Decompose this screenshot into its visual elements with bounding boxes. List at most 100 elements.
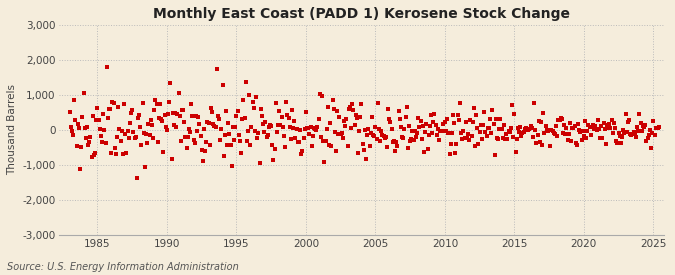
Point bbox=[328, 107, 339, 111]
Point bbox=[629, 131, 640, 135]
Point bbox=[335, 132, 346, 136]
Point bbox=[551, 123, 562, 128]
Point bbox=[352, 116, 362, 120]
Point bbox=[229, 138, 240, 142]
Point bbox=[174, 114, 185, 118]
Point bbox=[283, 116, 294, 120]
Point bbox=[526, 125, 537, 130]
Point bbox=[588, 123, 599, 127]
Point bbox=[519, 127, 530, 132]
Point bbox=[215, 138, 225, 142]
Point bbox=[230, 125, 241, 129]
Point bbox=[232, 109, 243, 113]
Point bbox=[148, 108, 159, 112]
Point bbox=[540, 124, 551, 129]
Point bbox=[146, 122, 157, 127]
Point bbox=[378, 134, 389, 138]
Point bbox=[524, 127, 535, 132]
Point bbox=[488, 122, 499, 127]
Point bbox=[80, 135, 91, 140]
Point bbox=[427, 131, 437, 135]
Point bbox=[547, 129, 558, 133]
Point bbox=[590, 123, 601, 128]
Point bbox=[402, 146, 413, 151]
Point bbox=[614, 134, 625, 139]
Point bbox=[194, 122, 205, 127]
Point bbox=[593, 126, 604, 131]
Point bbox=[493, 137, 504, 141]
Point bbox=[244, 93, 254, 97]
Point bbox=[119, 101, 130, 106]
Point bbox=[339, 119, 350, 123]
Point bbox=[84, 139, 95, 144]
Point bbox=[236, 151, 246, 155]
Point bbox=[327, 98, 338, 103]
Point bbox=[363, 127, 374, 131]
Point bbox=[568, 126, 579, 131]
Point bbox=[401, 105, 412, 109]
Point bbox=[167, 111, 178, 116]
Point bbox=[271, 101, 281, 105]
Point bbox=[544, 128, 555, 132]
Point bbox=[572, 142, 583, 147]
Point bbox=[389, 148, 400, 153]
Point bbox=[634, 112, 645, 117]
Point bbox=[250, 95, 261, 99]
Point bbox=[604, 122, 615, 126]
Point bbox=[349, 123, 360, 128]
Point bbox=[642, 136, 653, 140]
Point bbox=[589, 126, 599, 131]
Point bbox=[437, 122, 448, 127]
Point bbox=[318, 139, 329, 144]
Point bbox=[639, 125, 649, 130]
Point bbox=[296, 152, 306, 156]
Point bbox=[195, 134, 206, 138]
Point bbox=[400, 114, 411, 119]
Point bbox=[196, 148, 207, 153]
Point bbox=[134, 112, 144, 117]
Point bbox=[324, 142, 335, 147]
Point bbox=[303, 125, 314, 130]
Point bbox=[616, 141, 626, 145]
Y-axis label: Thousand Barrels: Thousand Barrels bbox=[7, 84, 17, 175]
Point bbox=[418, 150, 429, 154]
Point bbox=[421, 122, 432, 127]
Point bbox=[247, 100, 258, 104]
Point bbox=[187, 114, 198, 118]
Point bbox=[269, 147, 280, 151]
Point bbox=[279, 145, 290, 149]
Point bbox=[514, 130, 524, 135]
Point bbox=[507, 103, 518, 107]
Point bbox=[206, 106, 217, 111]
Point bbox=[302, 126, 313, 130]
Point bbox=[475, 123, 486, 127]
Point bbox=[409, 128, 420, 133]
Point bbox=[643, 133, 654, 138]
Point bbox=[598, 121, 609, 125]
Point bbox=[494, 126, 505, 131]
Point bbox=[317, 94, 327, 98]
Point bbox=[458, 128, 469, 133]
Point bbox=[291, 126, 302, 131]
Point bbox=[253, 131, 264, 136]
Point bbox=[254, 160, 265, 165]
Point bbox=[117, 152, 128, 156]
Point bbox=[320, 139, 331, 143]
Point bbox=[334, 114, 345, 119]
Point bbox=[221, 109, 232, 114]
Point bbox=[106, 151, 117, 155]
Point bbox=[462, 132, 473, 136]
Point bbox=[207, 109, 217, 114]
Point bbox=[454, 101, 465, 105]
Point bbox=[142, 141, 153, 145]
Text: Source: U.S. Energy Information Administration: Source: U.S. Energy Information Administ… bbox=[7, 262, 238, 272]
Point bbox=[245, 143, 256, 148]
Point bbox=[331, 149, 342, 153]
Point bbox=[370, 125, 381, 129]
Point bbox=[405, 139, 416, 144]
Point bbox=[408, 138, 419, 142]
Point bbox=[522, 126, 533, 131]
Point bbox=[457, 136, 468, 141]
Point bbox=[311, 127, 322, 132]
Point bbox=[430, 123, 441, 127]
